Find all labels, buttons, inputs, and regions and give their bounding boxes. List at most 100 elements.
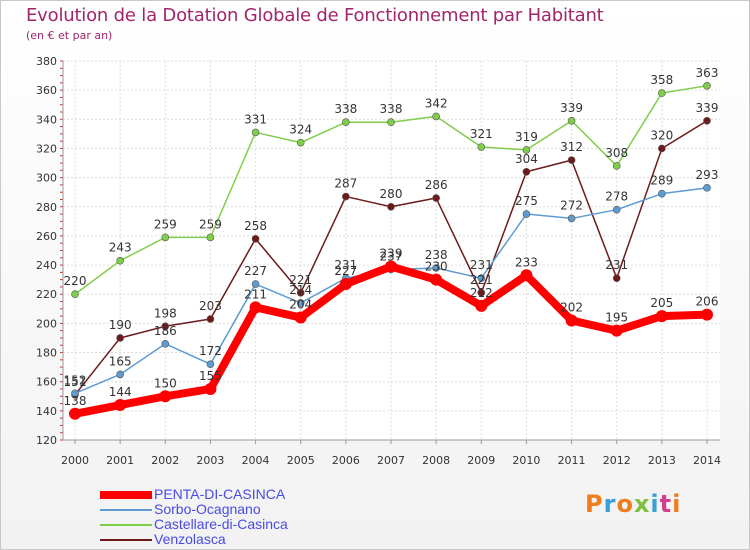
legend-swatch [100,524,152,526]
data-point [658,189,666,198]
data-label: 202 [560,300,583,314]
data-point [161,233,170,242]
x-tick-label: 2012 [603,454,631,467]
legend-label: Venzolasca [154,531,226,547]
legend-label: Castellare-di-Casinca [154,516,288,532]
data-label: 221 [470,273,493,287]
data-point [251,128,260,137]
data-label: 280 [380,187,403,201]
data-point [477,143,486,151]
data-label: 312 [560,140,583,154]
y-tick-label: 220 [36,288,57,301]
data-label: 286 [425,178,448,192]
data-point [522,210,531,218]
logo-letter: i [650,490,660,518]
data-label: 211 [244,287,267,301]
data-label: 363 [696,66,719,80]
proxiti-logo: Proxiti [585,490,681,518]
y-tick-label: 260 [36,230,57,243]
data-point [612,162,621,170]
data-point [703,184,711,192]
data-point [610,324,623,337]
data-label: 205 [650,296,673,310]
data-label: 278 [605,190,628,204]
data-label: 231 [470,258,493,272]
data-label: 214 [289,283,312,297]
data-label: 165 [109,354,132,368]
data-label: 259 [199,217,222,231]
data-point [206,233,215,242]
data-point [477,274,486,282]
data-point [69,407,81,420]
data-label: 320 [650,128,673,142]
data-label: 221 [289,273,312,287]
data-label: 227 [334,264,357,278]
data-point [567,116,576,125]
data-point [522,146,531,154]
x-tick-label: 2003 [196,454,224,467]
data-point [251,280,260,288]
data-label: 243 [109,241,132,255]
data-point [116,256,124,265]
y-tick-label: 160 [36,376,57,389]
data-point [703,81,711,90]
y-tick-label: 380 [36,55,57,68]
data-point [385,260,397,273]
data-point [342,192,350,201]
data-point [612,205,621,214]
x-tick-label: 2013 [648,454,676,467]
legend-label: Sorbo-Ocagnano [154,501,261,517]
data-label: 239 [380,247,403,261]
logo-letter: t [659,490,673,518]
legend-swatch [100,539,152,541]
y-tick-label: 180 [36,347,57,360]
data-label: 195 [605,311,628,325]
data-label: 287 [334,177,357,191]
data-point [161,339,170,348]
data-label: 358 [650,73,673,87]
data-label: 138 [64,394,87,408]
data-point [520,269,533,282]
data-point [658,89,666,97]
data-label: 233 [515,255,538,269]
data-label: 319 [515,130,538,144]
data-point [432,264,440,272]
x-tick-label: 2009 [467,454,495,467]
data-label: 308 [605,146,628,160]
data-label: 304 [515,152,538,166]
data-label: 338 [380,102,403,116]
data-label: 339 [560,101,583,115]
y-tick-label: 360 [36,84,57,97]
x-tick-label: 2011 [558,454,586,467]
data-point [522,167,531,176]
y-tick-label: 300 [36,172,57,185]
data-point [477,288,486,297]
x-tick-label: 2007 [377,454,405,467]
data-label: 204 [289,298,312,312]
legend-swatch [100,509,152,511]
data-label: 324 [289,123,312,137]
data-label: 203 [199,299,222,313]
data-point [658,144,666,153]
y-tick-label: 240 [36,259,57,272]
data-label: 272 [560,198,583,212]
data-point [71,290,79,299]
chart-subtitle: (en € et par an) [26,29,113,42]
data-label: 259 [154,217,177,231]
data-point [206,360,215,369]
data-label: 237 [380,249,403,263]
data-label: 144 [109,385,132,399]
x-tick-label: 2005 [287,454,315,467]
data-point [342,118,350,127]
y-tick-label: 280 [36,201,57,214]
data-point [567,156,576,164]
data-label: 227 [244,264,267,278]
data-point [430,273,443,286]
data-point [249,301,262,314]
logo-letter: r [603,490,617,518]
data-point [116,334,124,342]
data-point [296,299,305,307]
data-label: 151 [64,375,87,389]
data-point [71,389,79,398]
data-point [251,235,260,243]
